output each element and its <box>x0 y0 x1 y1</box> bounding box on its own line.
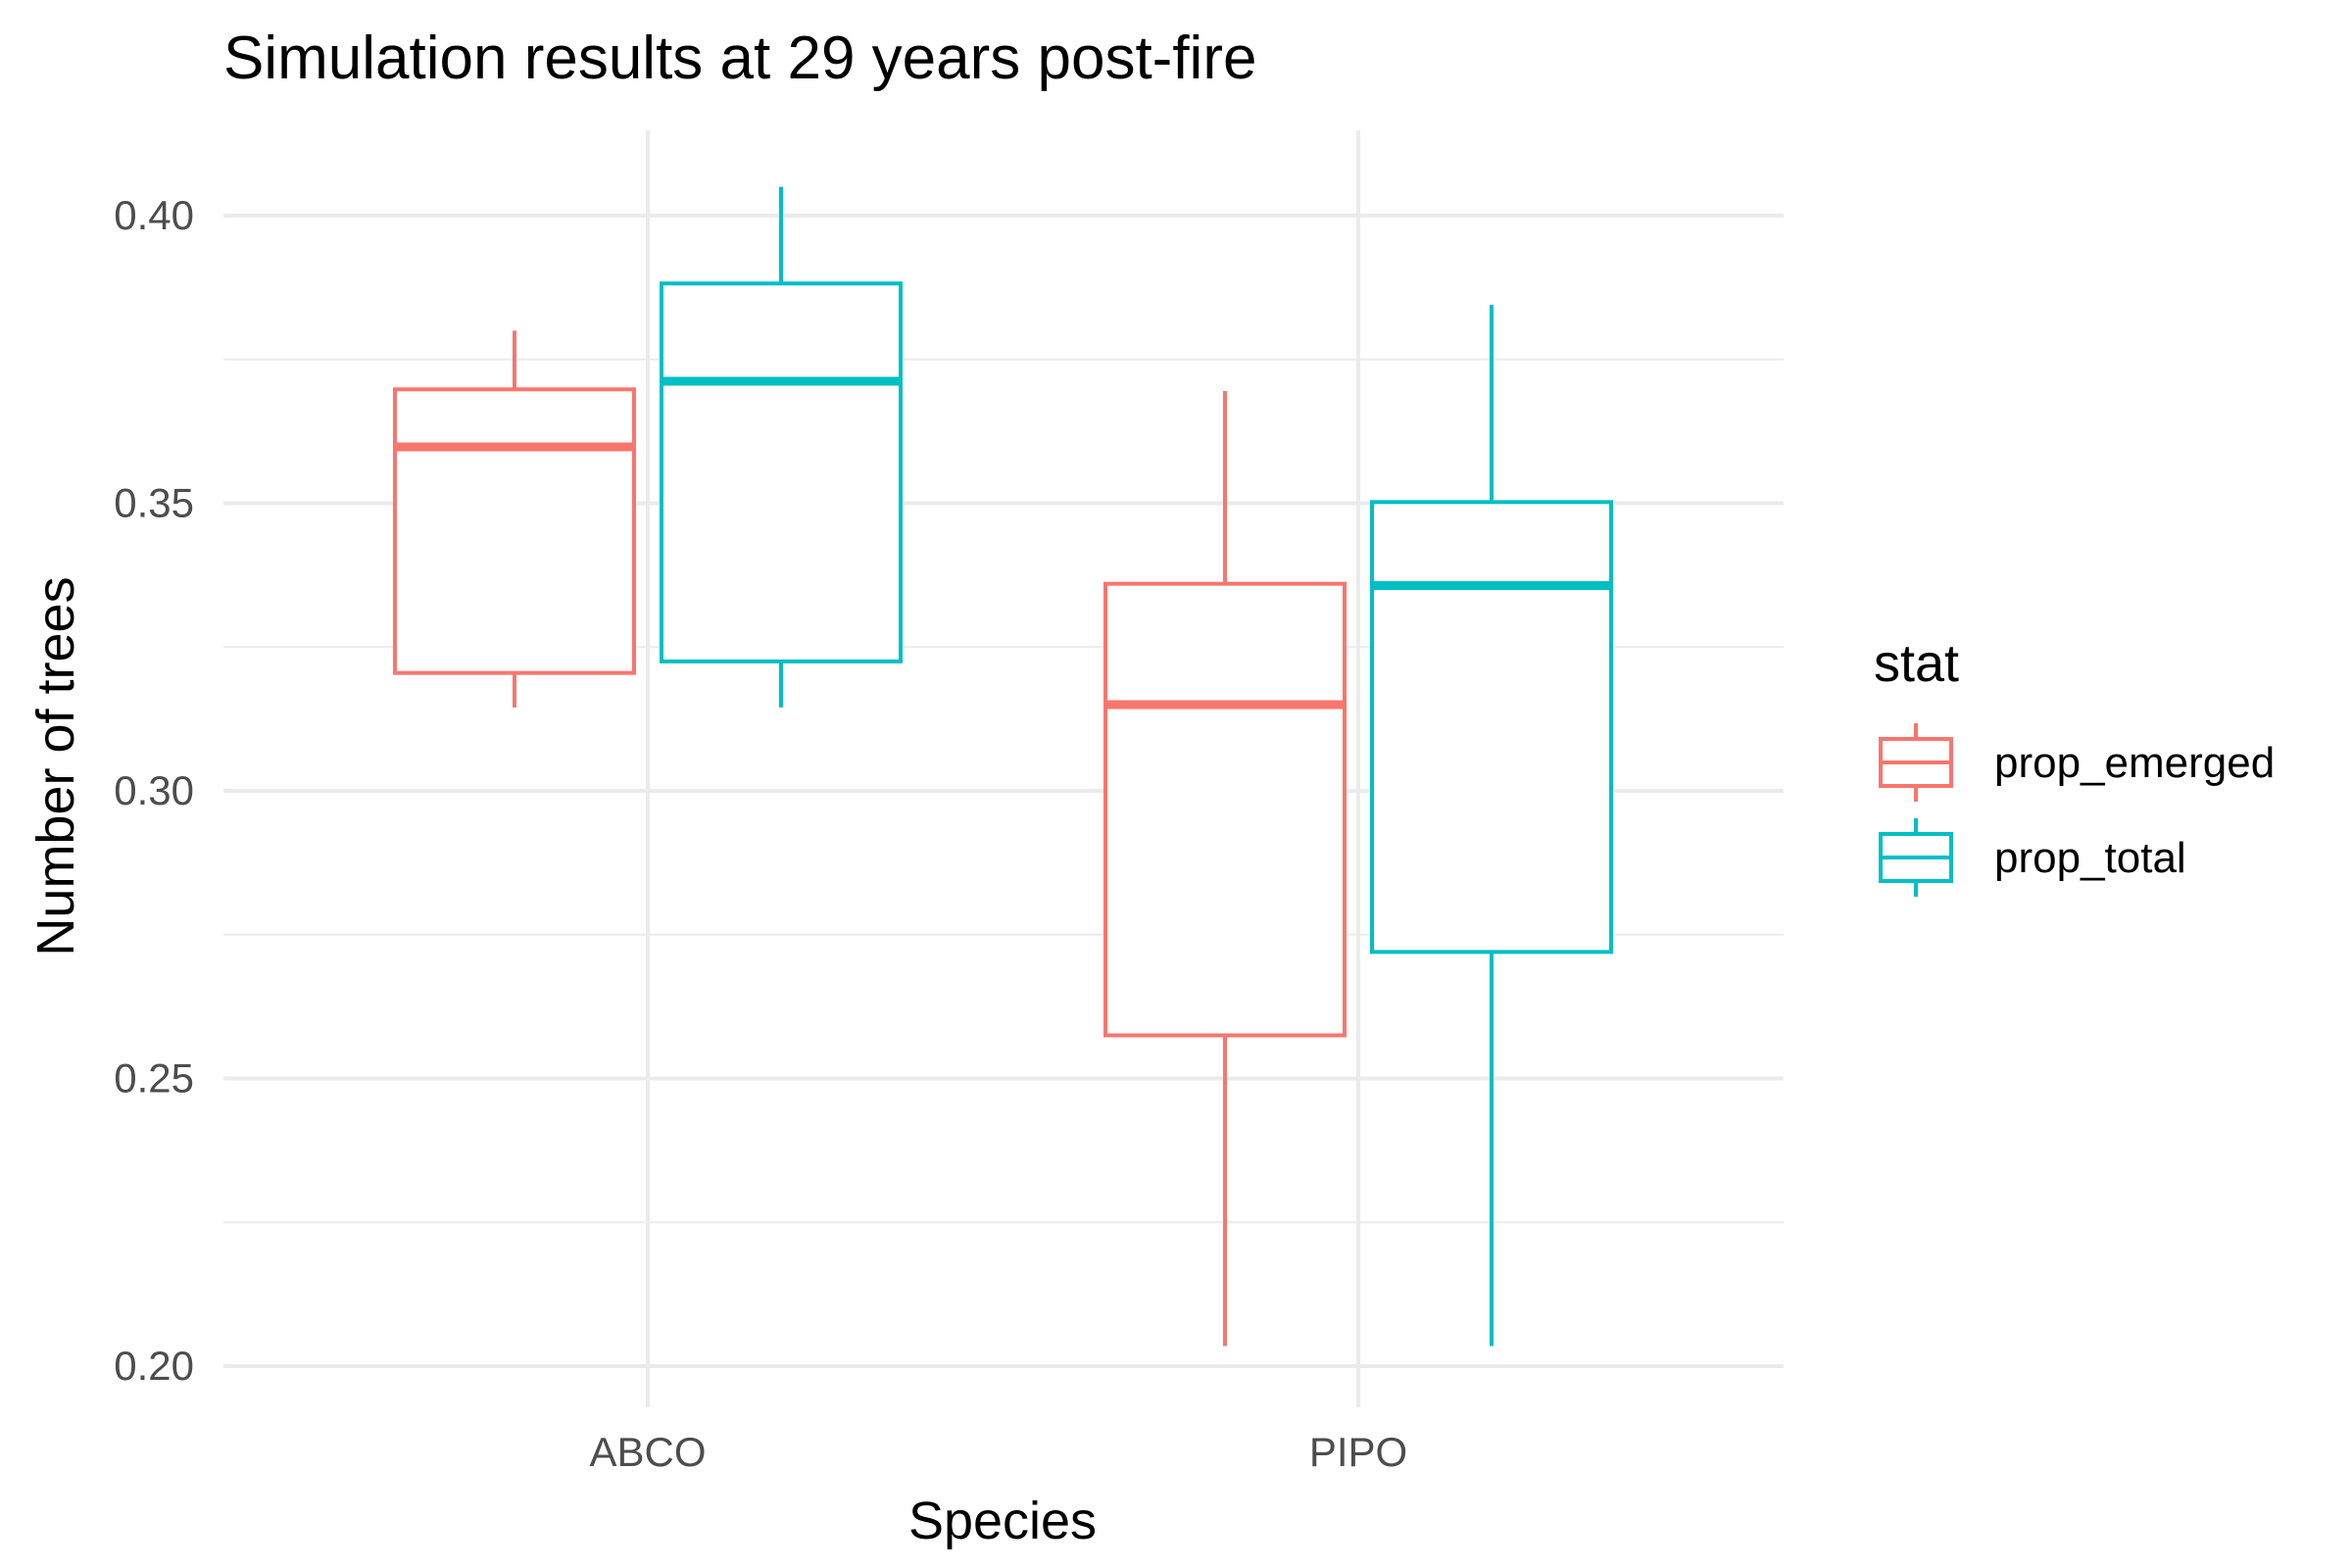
legend-title: stat <box>1874 634 1959 693</box>
legend-item-prop_total: prop_total <box>1879 818 2186 897</box>
y-tick-label: 0.20 <box>114 1343 194 1389</box>
box-prop_emerged-PIPO <box>1103 391 1347 1347</box>
y-axis-title: Number of trees <box>26 576 85 956</box>
box-prop_total-ABCO <box>660 186 903 708</box>
y-tick-label: 0.40 <box>114 192 194 238</box>
box-body <box>660 281 903 663</box>
box-prop_total-PIPO <box>1370 304 1613 1347</box>
x-tick-label: ABCO <box>589 1429 706 1475</box>
legend-label: prop_emerged <box>1994 739 2275 787</box>
box-body <box>393 387 636 675</box>
x-axis-title: Species <box>908 1492 1097 1550</box>
box-body <box>1370 500 1613 955</box>
legend-item-prop_emerged: prop_emerged <box>1879 723 2275 802</box>
y-tick-label: 0.30 <box>114 767 194 813</box>
legend: stat prop_emerged prop_total <box>1874 634 2275 897</box>
y-tick-label: 0.35 <box>114 480 194 526</box>
box-prop_emerged-ABCO <box>393 330 636 708</box>
plot-boxes <box>393 186 1613 1347</box>
x-tick-label: PIPO <box>1309 1429 1407 1475</box>
x-axis-ticks: ABCO PIPO <box>589 1429 1407 1475</box>
y-axis-ticks: 0.20 0.25 0.30 0.35 0.40 <box>114 192 194 1389</box>
legend-label: prop_total <box>1994 834 2186 882</box>
box-body <box>1103 581 1347 1038</box>
y-tick-label: 0.25 <box>114 1055 194 1102</box>
chart-title: Simulation results at 29 years post-fire <box>223 24 1256 92</box>
